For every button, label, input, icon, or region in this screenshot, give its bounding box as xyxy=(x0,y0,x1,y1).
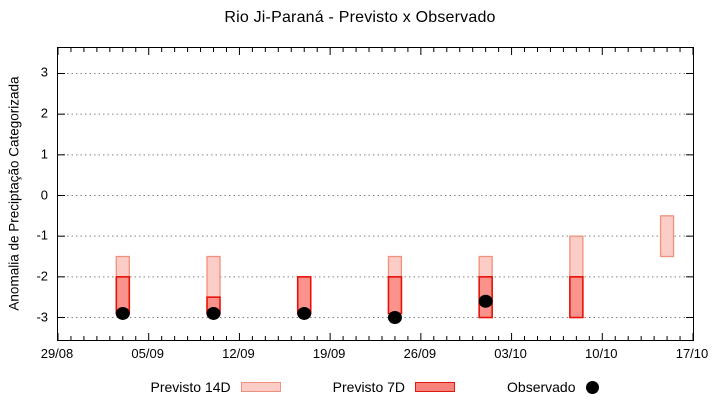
legend-label-previsto-7d: Previsto 7D xyxy=(332,379,406,395)
legend-label-observado: Observado xyxy=(507,379,576,395)
x-tick-label: 10/10 xyxy=(585,346,618,361)
y-tick-label: -3 xyxy=(36,309,48,324)
y-tick-label: -2 xyxy=(36,268,48,284)
legend-swatch-previsto-7d xyxy=(415,382,456,392)
legend-marker-observado-icon xyxy=(585,380,599,394)
bar-previsto-14d xyxy=(387,255,403,278)
point-observado xyxy=(387,311,402,325)
bar-previsto-14d xyxy=(206,255,221,298)
x-tick-label: 03/10 xyxy=(494,346,527,361)
plot-area xyxy=(57,47,694,341)
plot-canvas xyxy=(57,48,694,340)
point-observado xyxy=(478,294,493,308)
bar-previsto-14d xyxy=(478,255,493,278)
bar-previsto-7d xyxy=(387,276,403,315)
y-tick-label: 1 xyxy=(40,146,48,162)
bar-previsto-7d xyxy=(569,276,584,319)
y-tick-label: 2 xyxy=(40,105,48,121)
legend-item-observado: Observado xyxy=(507,379,599,395)
x-tick-label: 29/08 xyxy=(40,346,74,361)
y-tick-label: -1 xyxy=(36,227,48,243)
legend-swatch-previsto-14d xyxy=(240,382,281,392)
x-tick-label: 17/10 xyxy=(675,346,709,361)
y-tick-label: 3 xyxy=(40,64,48,80)
legend-item-previsto-14d: Previsto 14D xyxy=(151,379,281,395)
legend-label-previsto-14d: Previsto 14D xyxy=(150,379,231,395)
legend-item-previsto-7d: Previsto 7D xyxy=(332,379,456,395)
x-tick-label: 26/09 xyxy=(403,346,437,361)
x-tick-label: 12/09 xyxy=(222,346,255,361)
point-observado xyxy=(206,306,221,320)
point-observado xyxy=(115,306,130,320)
bar-previsto-14d xyxy=(115,255,130,278)
x-tick-label: 05/09 xyxy=(131,346,164,361)
x-tick-label: 19/09 xyxy=(312,346,346,361)
point-observado xyxy=(297,306,312,320)
y-tick-label: 0 xyxy=(40,187,48,202)
chart-title: Rio Ji-Paraná - Previsto x Observado xyxy=(224,9,496,26)
bar-previsto-14d xyxy=(659,215,675,258)
legend: Previsto 14D Previsto 7D Observado xyxy=(57,377,692,397)
bar-previsto-14d xyxy=(569,235,584,278)
